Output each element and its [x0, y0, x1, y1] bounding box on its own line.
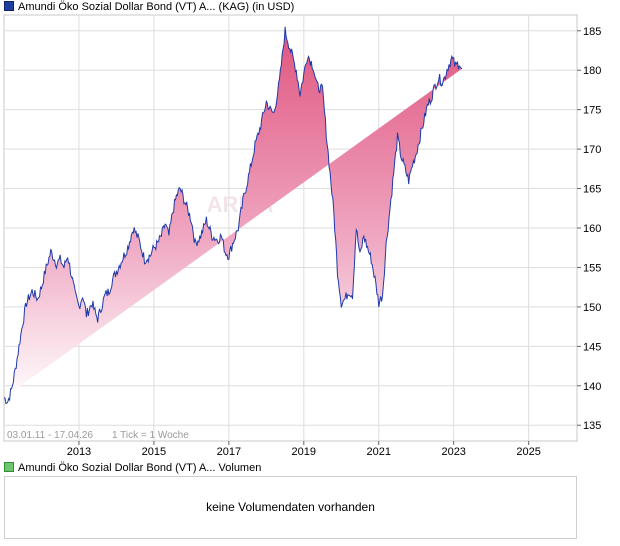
price-line: [4, 26, 463, 405]
y-tick-label: 170: [583, 144, 601, 156]
footer-tick-info: 1 Tick = 1 Woche: [112, 430, 189, 441]
footer-date-range: 03.01.11 - 17.04.26: [7, 430, 93, 441]
price-legend-label: Amundi Öko Sozial Dollar Bond (VT) A... …: [18, 1, 295, 13]
y-tick-label: 160: [583, 223, 601, 235]
x-tick-label: 2017: [217, 446, 241, 458]
y-tick-label: 175: [583, 105, 601, 117]
y-tick-label: 155: [583, 262, 601, 274]
volume-legend-label: Amundi Öko Sozial Dollar Bond (VT) A... …: [18, 462, 262, 474]
x-axis: 2013 2015 2017 2019 2021 2023 2025: [67, 441, 541, 458]
y-tick-label: 145: [583, 341, 601, 353]
x-tick-label: 2023: [441, 446, 465, 458]
x-tick-label: 2015: [142, 446, 166, 458]
volume-legend: Amundi Öko Sozial Dollar Bond (VT) A... …: [4, 462, 261, 474]
y-tick-label: 150: [583, 302, 601, 314]
volume-panel: [4, 476, 577, 539]
y-tick-label: 180: [583, 65, 601, 77]
volume-series-swatch: [4, 462, 14, 472]
x-tick-label: 2013: [67, 446, 91, 458]
y-tick-label: 165: [583, 184, 601, 196]
x-tick-label: 2019: [292, 446, 316, 458]
y-tick-label: 185: [583, 26, 601, 38]
y-tick-label: 140: [583, 381, 601, 393]
price-series-swatch: [4, 1, 14, 11]
price-area: [4, 26, 463, 404]
price-legend: Amundi Öko Sozial Dollar Bond (VT) A... …: [4, 1, 294, 13]
price-chart[interactable]: ARIVA 135140145150155160165170175180185 …: [0, 0, 620, 460]
volume-empty-message: keine Volumendaten vorhanden: [206, 500, 375, 514]
x-tick-label: 2025: [516, 446, 540, 458]
x-tick-label: 2021: [367, 446, 391, 458]
y-axis: 135 140 145 150 155 160 165 170 175 180 185: [577, 26, 601, 432]
y-tick-label: 135: [583, 420, 601, 432]
